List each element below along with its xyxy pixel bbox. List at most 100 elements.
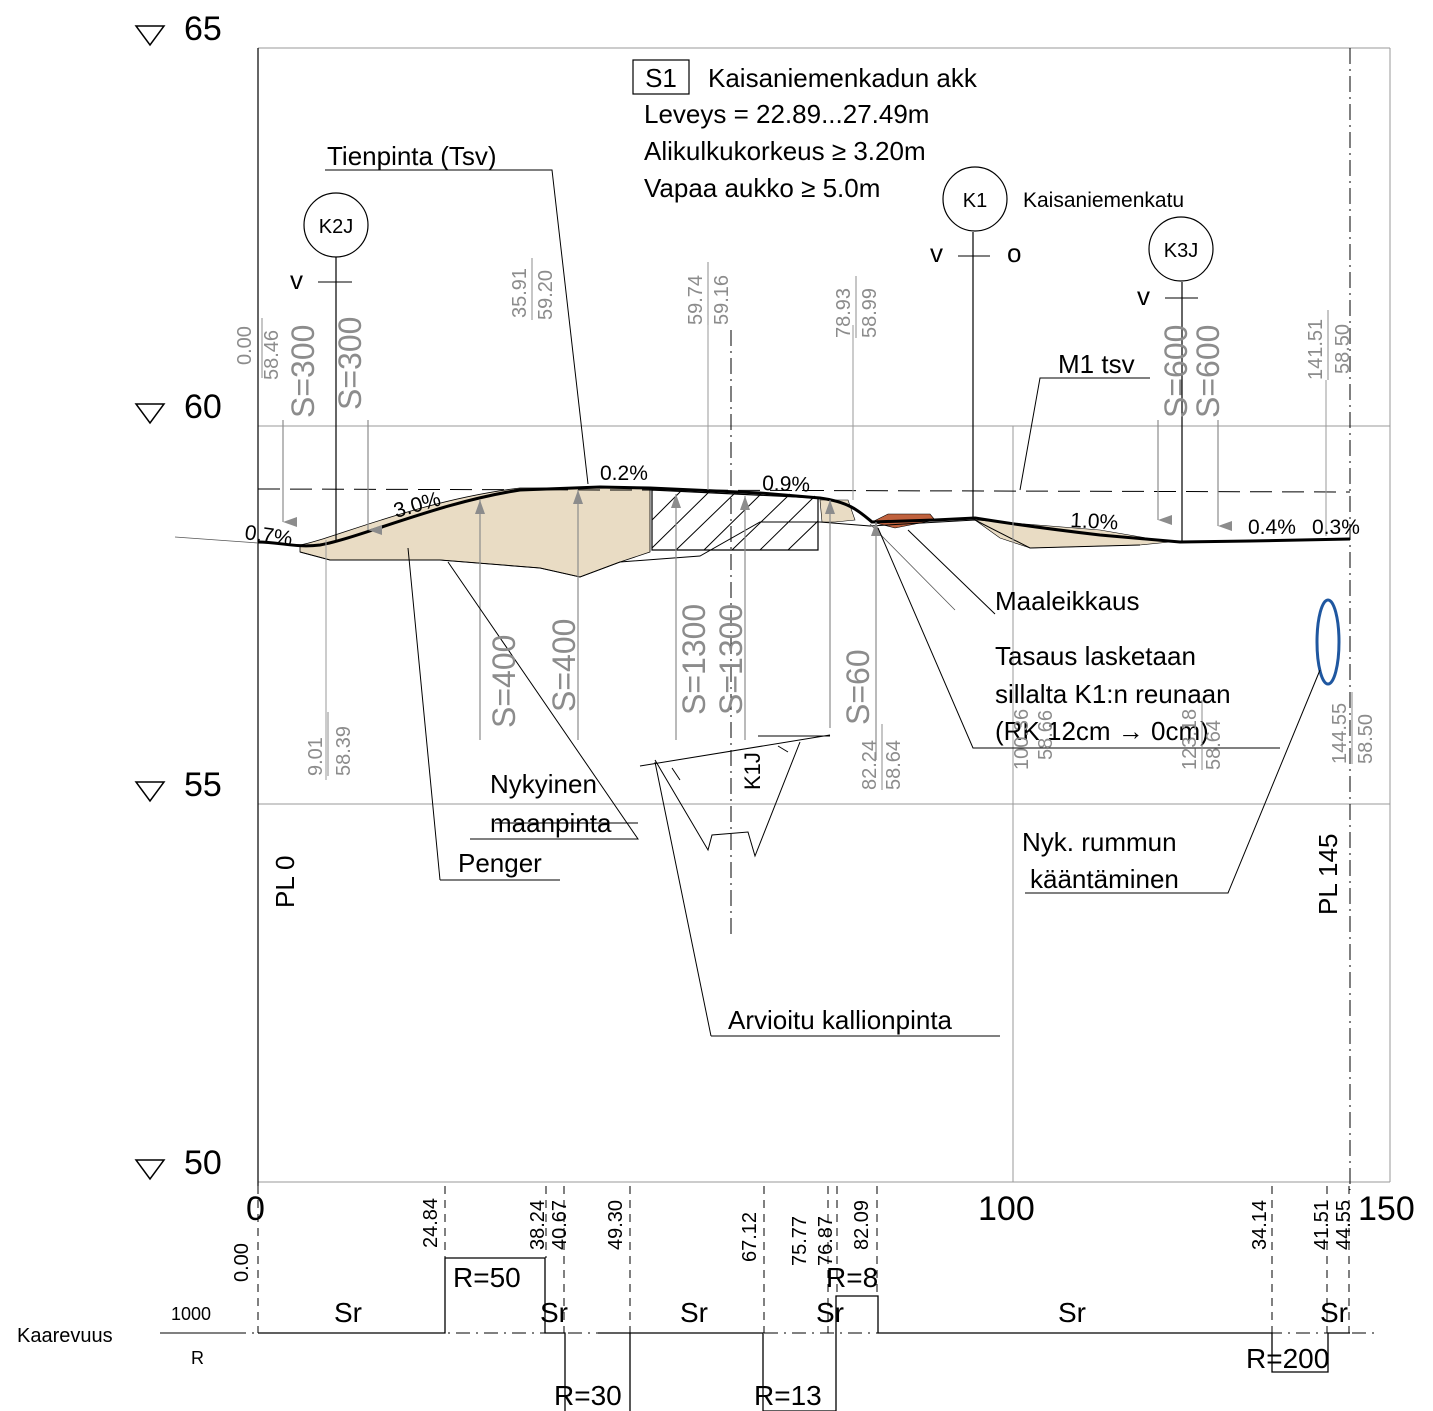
sr-3: Sr xyxy=(680,1297,708,1328)
s1-box-label: S1 xyxy=(645,63,677,93)
grade-0-4: 0.4% xyxy=(1248,516,1296,539)
k2j-marker xyxy=(303,192,369,258)
pl0-label: PL 0 xyxy=(270,855,300,908)
elevation-triangle-icon xyxy=(134,1159,166,1181)
penger-label: Penger xyxy=(458,848,542,878)
leaders xyxy=(318,169,1321,1037)
pl145-label: PL 145 xyxy=(1313,834,1343,915)
sta-b1: 35.91 xyxy=(509,268,531,318)
cs-49-30: 49.30 xyxy=(605,1200,627,1250)
sta-g2: 58.64 xyxy=(883,740,905,790)
sta-a1: 0.00 xyxy=(234,326,256,365)
s1-box xyxy=(632,59,690,95)
bedrock-line xyxy=(639,734,831,858)
elevation-50-label: 50 xyxy=(184,1144,222,1182)
s1-title: Kaisaniemenkadun akk xyxy=(708,63,978,93)
embankment-fill-right xyxy=(819,499,856,523)
sta-d2: 58.99 xyxy=(859,288,881,338)
sta-b2: 59.20 xyxy=(535,270,557,320)
axis-0-label: 0 xyxy=(246,1190,265,1228)
cs-76-87: 76.87 xyxy=(815,1216,837,1266)
cut-slope-line xyxy=(869,523,956,611)
kaisaniemenkatu-label: Kaisaniemenkatu xyxy=(1023,189,1184,212)
sta-d1: 78.93 xyxy=(833,288,855,338)
cs-75-77: 75.77 xyxy=(789,1216,811,1266)
v-k1-label: v xyxy=(930,238,943,268)
grade-0-3: 0.3% xyxy=(1312,516,1360,539)
curvature-diagram: 0.00 24.84 38.24 40.67 49.30 67.12 75.77… xyxy=(231,1186,1380,1411)
vc-s400-b: S=400 xyxy=(546,619,582,712)
sta-j2: 58.66 xyxy=(1035,710,1057,760)
elevation-triangle-icon xyxy=(134,403,166,425)
existing-ground-line xyxy=(299,519,1141,578)
cs-41-51: 41.51 xyxy=(1311,1200,1333,1250)
m1-tsv-label: M1 tsv xyxy=(1058,349,1135,379)
kaarevuus-label: Kaarevuus xyxy=(17,1325,113,1347)
elevation-60-label: 60 xyxy=(184,388,222,426)
curvature-dashed-ticks xyxy=(257,1186,1350,1333)
axis-100-label: 100 xyxy=(978,1190,1035,1228)
k-1000-label: 1000 xyxy=(171,1304,211,1324)
sr-4: Sr xyxy=(816,1297,844,1328)
cs-0-00: 0.00 xyxy=(231,1243,253,1282)
cs-44-55: 44.55 xyxy=(1333,1200,1355,1250)
vc-s300-b: S=300 xyxy=(332,317,368,410)
sta-h2: 58.64 xyxy=(1203,720,1225,770)
curvature-radius-labels: Sr Sr Sr Sr Sr Sr R=50 R=30 R=13 R=8 R=2… xyxy=(334,1262,1348,1411)
r-30: R=30 xyxy=(554,1380,622,1411)
embankment-fill xyxy=(299,487,651,578)
sta-g1: 82.24 xyxy=(859,740,881,790)
vc-s400-a: S=400 xyxy=(486,635,522,728)
maaleikkaus-label: Maaleikkaus xyxy=(995,586,1140,616)
cs-82-09: 82.09 xyxy=(851,1200,873,1250)
vc-s60: S=60 xyxy=(840,649,876,725)
grade-labels: 0.7% 3.0% 0.2% 0.9% 1.0% 0.4% 0.3% xyxy=(243,462,1360,551)
k3j-marker xyxy=(1148,216,1214,282)
vc-s1300-a: S=1300 xyxy=(676,604,712,715)
reference-line-left xyxy=(174,536,259,544)
s1-width: Leveys = 22.89...27.49m xyxy=(644,99,929,129)
grade-0-2: 0.2% xyxy=(600,462,648,485)
sta-i2: 58.50 xyxy=(1355,714,1377,764)
sr-5: Sr xyxy=(1058,1297,1086,1328)
grade-0-7: 0.7% xyxy=(243,521,294,550)
k1-marker xyxy=(942,166,1008,232)
culvert-ellipse xyxy=(1315,598,1341,686)
r-8: R=8 xyxy=(826,1262,878,1293)
k2j-marker-label: K2J xyxy=(319,216,353,238)
elevation-triangle-icon xyxy=(134,781,166,803)
sta-c1: 59.74 xyxy=(685,275,707,325)
vc-s600-a: S=600 xyxy=(1158,325,1194,418)
sta-e2: 58.50 xyxy=(1332,324,1354,374)
rumpu-line1: Nyk. rummun xyxy=(1022,827,1177,857)
sr-1: Sr xyxy=(334,1297,362,1328)
sta-f1: 9.01 xyxy=(305,737,327,776)
kallio-label: Arvioitu kallionpinta xyxy=(728,1005,953,1035)
sta-h1: 123.18 xyxy=(1179,709,1201,770)
tasaus-line2: sillalta K1:n reunaan xyxy=(995,679,1231,709)
r-200: R=200 xyxy=(1246,1343,1329,1374)
elevation-markers: 65 60 55 50 xyxy=(134,10,222,1182)
nykyinen-line2: maanpinta xyxy=(490,808,612,838)
vc-s600-b: S=600 xyxy=(1190,325,1226,418)
tasaus-line3: (RK 12cm → 0cm) xyxy=(995,716,1209,746)
k1-marker-label: K1 xyxy=(963,190,987,212)
cs-67-12: 67.12 xyxy=(739,1212,761,1262)
vertical-gray-lines xyxy=(325,320,1327,780)
sta-e1: 141.51 xyxy=(1305,319,1327,380)
sta-j1: 100.36 xyxy=(1011,709,1033,770)
s1-clearance: Alikulkukorkeus ≥ 3.20m xyxy=(644,136,926,166)
sr-2: Sr xyxy=(540,1297,568,1328)
curvature-station-labels: 0.00 24.84 38.24 40.67 49.30 67.12 75.77… xyxy=(231,1198,1355,1282)
sta-f2: 58.39 xyxy=(333,726,355,776)
k3j-marker-label: K3J xyxy=(1164,240,1198,262)
elevation-55-label: 55 xyxy=(184,766,222,804)
sta-a2: 58.46 xyxy=(261,330,283,380)
k-r-label: R xyxy=(191,1348,204,1368)
grade-0-9: 0.9% xyxy=(762,472,811,497)
vc-s1300-b: S=1300 xyxy=(713,604,749,715)
v-k3j-label: v xyxy=(1137,281,1150,311)
vc-s300-a: S=300 xyxy=(285,325,321,418)
vertical-curve-labels: S=300 S=300 S=400 S=400 S=1300 S=1300 S=… xyxy=(285,317,1226,728)
